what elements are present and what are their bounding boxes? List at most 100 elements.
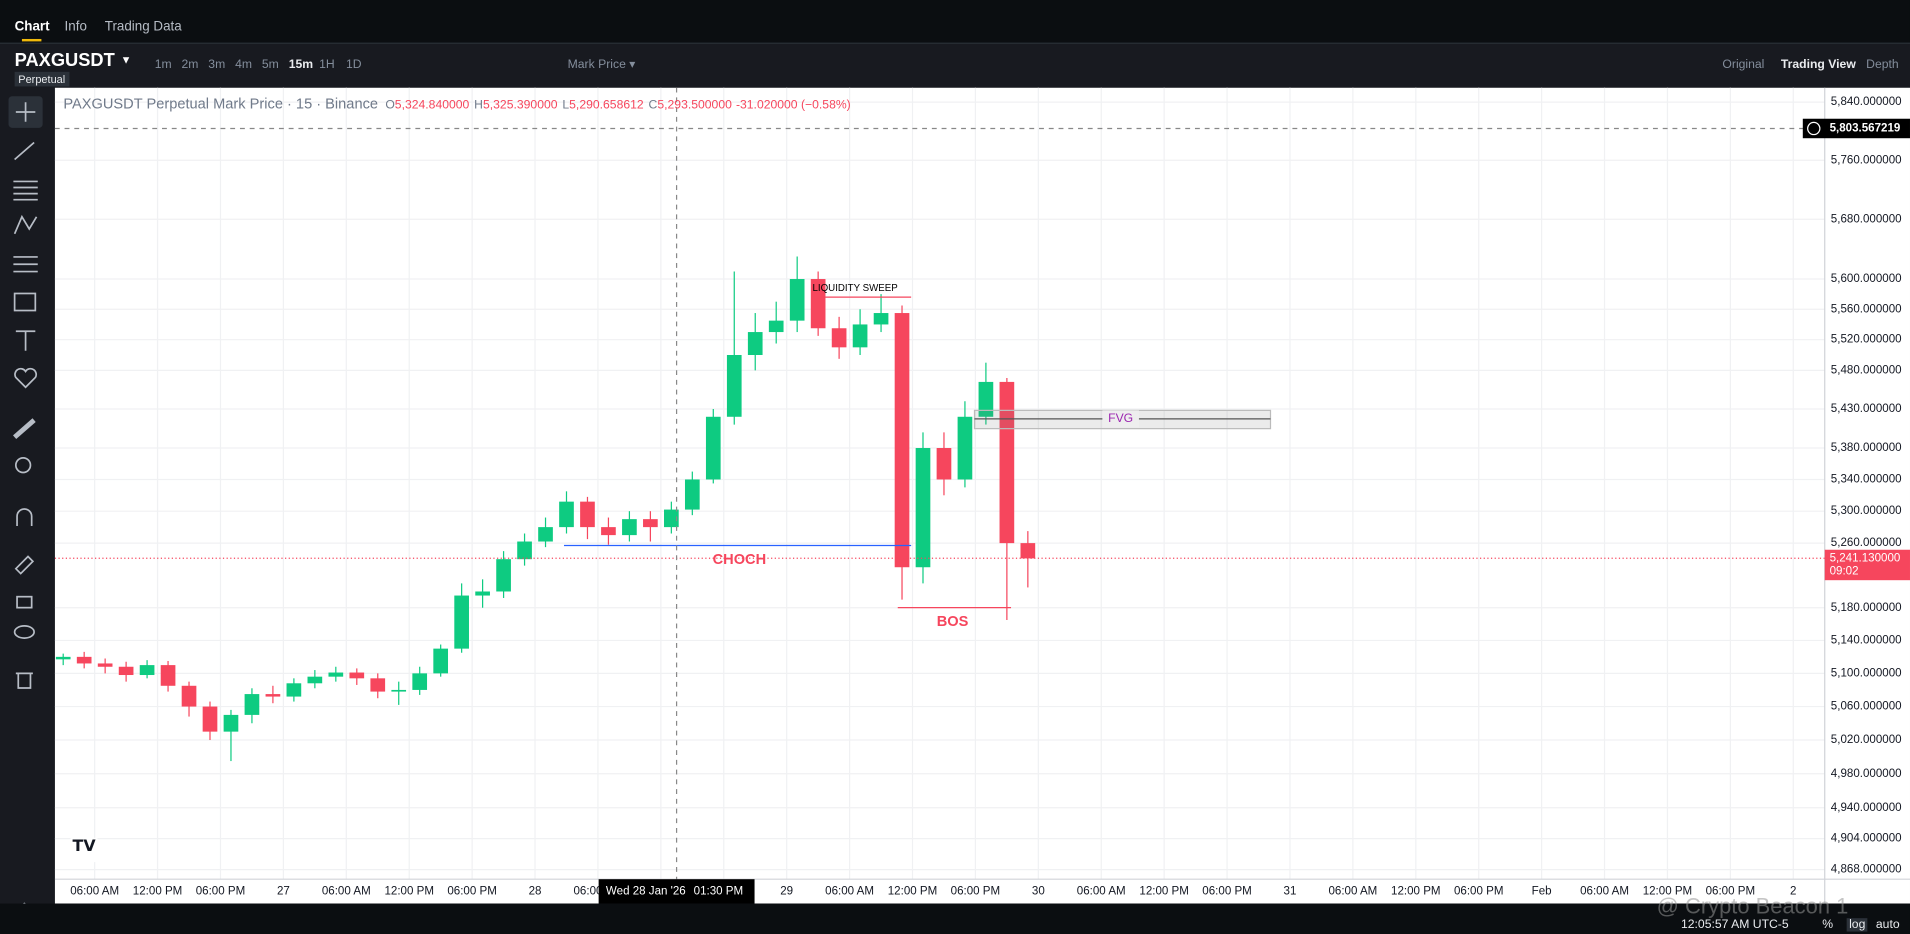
symbol[interactable]: PAXGUSDT <box>14 49 115 71</box>
x-tick-label: 28 <box>529 885 542 897</box>
interval-button[interactable]: 5m <box>261 58 279 72</box>
y-tick-label: 5,060.000000 <box>1831 701 1902 713</box>
candle-body <box>97 663 113 667</box>
add-alert <box>1807 121 1821 136</box>
interval-button[interactable]: 4m <box>235 58 253 72</box>
change: -31.020000 (−0.58%) <box>735 98 851 113</box>
view-tab[interactable]: Original <box>1722 58 1765 72</box>
candle-body <box>789 279 805 321</box>
chart-title: PAXGUSDT Perpetual Mark Price · 15 · Bin… <box>63 94 379 113</box>
zoom-tool[interactable] <box>14 457 32 474</box>
stay-drawing-tool[interactable] <box>14 555 35 575</box>
scale-button[interactable]: auto <box>1875 918 1900 932</box>
shape-tool[interactable] <box>13 292 37 312</box>
tv-logo: TV <box>68 837 100 863</box>
candle-body <box>496 559 511 592</box>
top-nav <box>0 0 1910 44</box>
candle-body <box>936 448 952 480</box>
ohlc-value: 5,324.840000 <box>394 98 470 113</box>
interval-button[interactable]: 15m <box>288 58 314 72</box>
price-type-label[interactable]: Mark Price <box>567 58 626 72</box>
last-price-label: 5,241.130000 <box>1830 552 1901 564</box>
candle-body <box>705 416 721 480</box>
candle-body <box>622 519 637 536</box>
y-tick-label: 4,904.000000 <box>1831 833 1902 845</box>
x-tick-label: 06:00 AM <box>825 885 874 897</box>
ohlc-value: 5,293.500000 <box>657 98 732 113</box>
scale-button[interactable]: log <box>1846 918 1868 932</box>
nav-tab[interactable]: Info <box>64 19 87 35</box>
x-tick-label: 06:00 AM <box>1328 885 1377 897</box>
y-tick-label: 5,180.000000 <box>1831 602 1902 614</box>
candle-body <box>244 694 260 715</box>
ohlc-value: 5,325.390000 <box>482 98 558 113</box>
view-tab[interactable]: Trading View <box>1780 58 1856 72</box>
candle-body <box>391 689 407 692</box>
visibility-tool[interactable] <box>13 625 35 639</box>
chart: 4,868.000000 4,904.000000 4,940.000000 4,98… <box>54 87 1910 904</box>
candle-body <box>810 279 826 329</box>
x-tick-label: 12:00 PM <box>133 885 183 897</box>
projection-tool[interactable] <box>13 256 38 273</box>
tab-indicator <box>21 38 42 42</box>
crosshair-x-tag <box>598 879 755 904</box>
candle-body <box>181 685 197 707</box>
y-tick-label: 5,430.000000 <box>1831 403 1902 415</box>
x-tick-label: 12:00 PM <box>1643 885 1693 897</box>
dropdown-arrow[interactable]: ▼ <box>120 53 132 66</box>
candle-body <box>475 591 490 596</box>
crosshair-tool[interactable] <box>15 102 36 122</box>
x-tick-label: 12:00 PM <box>384 885 434 897</box>
nav-tab[interactable]: Trading Data <box>104 19 182 35</box>
icon-tool[interactable] <box>14 367 38 389</box>
text-tool[interactable] <box>15 330 36 351</box>
pattern-tool[interactable] <box>13 214 38 235</box>
nav-tab[interactable]: Chart <box>14 19 50 35</box>
magnet-tool[interactable] <box>16 508 33 527</box>
x-tick-label: 06:00 PM <box>196 885 246 897</box>
view-tab[interactable]: Depth <box>1866 58 1899 72</box>
watermark: @ Crypto Beacon 1 <box>1656 893 1849 919</box>
scale-button[interactable]: % <box>1822 918 1834 932</box>
candle-body <box>370 678 386 692</box>
fib-tool[interactable] <box>13 180 38 201</box>
x-tick-label: 06:00 AM <box>322 885 371 897</box>
candle-body <box>601 527 616 536</box>
x-tick-label: 06:00 PM <box>1454 885 1504 897</box>
interval-button[interactable]: 3m <box>208 58 226 72</box>
drawing-tools <box>8 96 43 904</box>
candle-body <box>118 666 134 676</box>
last-price-tag <box>1824 549 1910 581</box>
crosshair-y-label: 5,803.567219 <box>1830 123 1901 135</box>
ohlc-key: L <box>562 98 570 113</box>
interval-button[interactable]: 1D <box>345 58 362 72</box>
delete-tool[interactable] <box>15 672 33 689</box>
x-tick-label: 06:00 AM <box>574 885 623 897</box>
line-tool[interactable] <box>14 141 35 161</box>
y-tick-label: 5,760.000000 <box>1831 154 1902 166</box>
chart-legend: PAXGUSDT Perpetual Mark Price · 15 · Bin… <box>63 95 850 112</box>
chart-bg <box>54 87 1910 904</box>
x-tick-label: 06:00 PM <box>951 885 1001 897</box>
countdown: 09:02 <box>1830 566 1859 578</box>
crosshair-time: 01:30 PM <box>694 885 744 897</box>
price-type[interactable]: Mark Price ▾ <box>567 58 636 72</box>
candle-body <box>726 354 742 417</box>
y-tick-label: 5,340.000000 <box>1831 474 1902 486</box>
candle-body <box>768 320 784 333</box>
x-tick-label: 31 <box>1284 885 1297 897</box>
x-tick-label: 12:00 PM <box>1391 885 1441 897</box>
candle-body <box>747 332 763 355</box>
measure-tool[interactable] <box>13 418 36 439</box>
interval-button[interactable]: 2m <box>181 58 199 72</box>
interval-button[interactable]: 1H <box>319 58 335 72</box>
candle-body <box>265 694 281 697</box>
candle-body <box>978 381 994 417</box>
candle-body <box>55 656 71 660</box>
candle-body <box>852 324 868 348</box>
candle-body <box>349 672 365 679</box>
contract-badge: Perpetual <box>14 71 69 87</box>
interval-button[interactable]: 1m <box>154 58 172 72</box>
lock-tool[interactable] <box>16 595 33 609</box>
